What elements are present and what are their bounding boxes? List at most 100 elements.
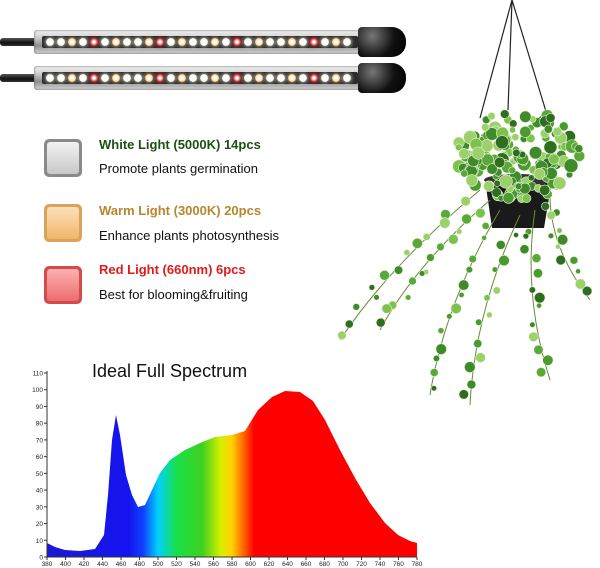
leaf-icon: [432, 354, 440, 362]
leaf-icon: [527, 174, 535, 182]
x-tick-label: 640: [282, 561, 293, 568]
leaf-icon: [582, 285, 593, 297]
y-tick-label: 70: [36, 437, 44, 444]
leaf-icon: [418, 270, 426, 277]
y-tick-label: 60: [36, 454, 44, 461]
leaf-icon: [481, 123, 490, 132]
led-chip-icon: [123, 74, 131, 82]
x-tick-label: 580: [227, 561, 238, 568]
leaf-icon: [491, 266, 499, 273]
leaf-icon: [536, 367, 547, 378]
led-chip-icon: [299, 74, 307, 82]
led-chip-icon: [244, 74, 252, 82]
led-chip-icon: [277, 38, 285, 46]
warm-light-swatch-icon: [44, 204, 82, 242]
y-tick-label: 40: [36, 488, 44, 495]
leaf-icon: [487, 112, 496, 121]
leaf-icon: [533, 168, 546, 180]
leaf-icon: [556, 234, 569, 246]
leaf-icon: [435, 343, 447, 355]
leaf-icon: [464, 361, 476, 373]
leaf-icon: [373, 294, 380, 301]
x-tick-label: 400: [60, 561, 71, 568]
leaf-icon: [533, 268, 543, 279]
leaf-icon: [337, 330, 347, 340]
led-chip-icon: [167, 74, 175, 82]
led-chip-icon: [167, 38, 175, 46]
leaf-icon: [486, 311, 493, 319]
led-chip-icon: [310, 74, 318, 82]
cable-icon: [0, 38, 40, 46]
led-chip-icon: [321, 74, 329, 82]
leaf-icon: [393, 265, 404, 275]
leaf-icon: [344, 319, 354, 329]
leaf-icon: [483, 294, 491, 302]
warm-light-desc: Enhance plants photosynthesis: [99, 228, 279, 243]
leaf-icon: [448, 234, 459, 245]
spectrum-title: Ideal Full Spectrum: [92, 361, 248, 381]
leaf-icon: [529, 321, 536, 328]
led-chip-icon: [277, 74, 285, 82]
x-tick-label: 740: [375, 561, 386, 568]
leaf-icon: [426, 253, 435, 262]
led-chip-icon: [244, 38, 252, 46]
leaf-icon: [493, 179, 501, 187]
leaf-icon: [542, 354, 554, 366]
leaf-icon: [461, 213, 472, 225]
x-tick-label: 700: [338, 561, 349, 568]
leaf-icon: [465, 265, 474, 274]
leaf-icon: [513, 232, 519, 238]
led-chip-icon: [189, 74, 197, 82]
end-cap-icon: [358, 27, 406, 57]
led-chip-icon: [112, 74, 120, 82]
vine-stem: [469, 214, 521, 406]
leaf-icon: [439, 217, 451, 229]
x-tick-label: 500: [153, 561, 164, 568]
led-chip-icon: [222, 74, 230, 82]
led-chip-icon: [288, 74, 296, 82]
led-chip-icon: [90, 74, 98, 82]
x-tick-label: 520: [171, 561, 182, 568]
y-tick-label: 10: [36, 538, 44, 545]
led-chip-icon: [266, 74, 274, 82]
y-tick-label: 20: [36, 521, 44, 528]
led-chip-icon: [57, 38, 65, 46]
leaf-icon: [450, 302, 462, 314]
leaf-icon: [352, 303, 361, 311]
x-tick-label: 540: [190, 561, 201, 568]
leaf-icon: [556, 227, 563, 234]
leaf-icon: [508, 166, 516, 175]
leaf-icon: [403, 249, 411, 256]
leaf-icon: [495, 240, 506, 250]
leaf-icon: [543, 140, 558, 155]
leaf-icon: [429, 368, 439, 377]
vine-stem: [339, 189, 481, 341]
leaf-icon: [519, 110, 532, 123]
leaf-icon: [552, 126, 563, 137]
x-tick-label: 460: [116, 561, 127, 568]
y-tick-label: 100: [32, 387, 43, 394]
y-tick-label: 80: [36, 421, 44, 428]
leaf-icon: [545, 113, 556, 123]
leaf-icon: [368, 284, 376, 291]
end-cap-icon: [358, 63, 406, 93]
led-chip-icon: [101, 38, 109, 46]
led-chip-icon: [90, 38, 98, 46]
led-chip-icon: [266, 38, 274, 46]
spectrum-chart: 0 10 20 30 40 50 60 70 80 90 100 110 380 400 420 440 46…: [32, 371, 423, 568]
led-chip-icon: [233, 38, 241, 46]
leaf-icon: [569, 256, 579, 265]
x-tick-label: 720: [356, 561, 367, 568]
x-tick-label: 560: [208, 561, 219, 568]
leaf-icon: [458, 279, 470, 291]
leaf-icon: [546, 210, 556, 220]
led-chip-icon: [200, 74, 208, 82]
led-chip-icon: [57, 74, 65, 82]
led-chip-icon: [310, 38, 318, 46]
leaf-icon: [491, 187, 502, 198]
leaf-icon: [547, 232, 555, 239]
white-light-title: White Light (5000K) 14pcs: [99, 137, 261, 152]
leaf-icon: [455, 143, 463, 151]
led-chip-icon: [343, 38, 351, 46]
leaf-icon: [498, 174, 513, 189]
